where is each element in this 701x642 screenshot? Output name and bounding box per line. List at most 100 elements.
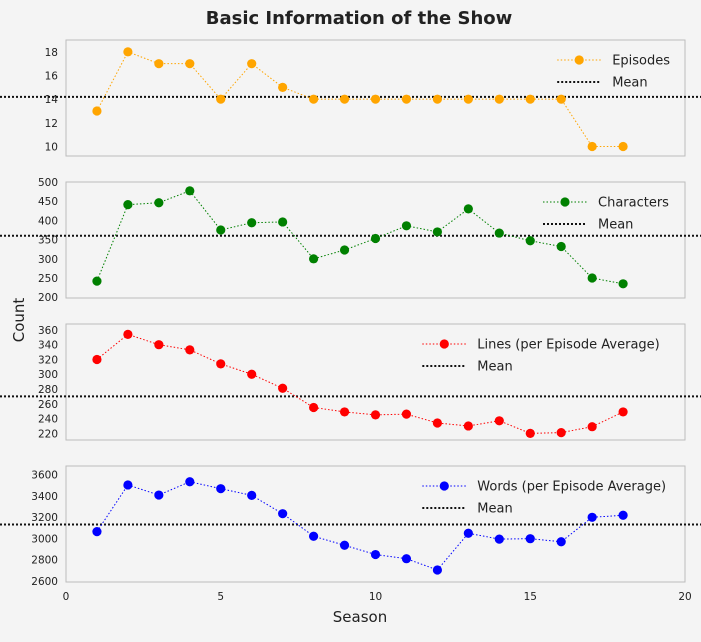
data-point: [587, 422, 597, 432]
data-point: [339, 540, 350, 550]
x-tick-label: 5: [217, 591, 224, 603]
data-point: [463, 204, 473, 214]
data-point: [618, 279, 628, 289]
data-point: [370, 94, 381, 104]
data-point: [401, 94, 412, 104]
data-point: [401, 409, 412, 419]
data-point: [432, 94, 442, 104]
legend: Characters Mean: [543, 196, 669, 233]
y-tick-label: 500: [38, 177, 58, 189]
legend-marker: [560, 197, 570, 207]
series-line: [96, 333, 624, 434]
x-tick-label: 15: [524, 591, 537, 603]
data-point: [432, 227, 442, 237]
data-point: [401, 554, 412, 564]
data-point: [401, 221, 412, 231]
chart-panels: 1012141618EpisodesMean200250300350400450…: [0, 39, 701, 603]
y-tick-label: 3600: [31, 470, 58, 482]
data-point: [370, 549, 381, 560]
x-tick-label: 0: [63, 591, 70, 603]
data-point: [587, 273, 597, 283]
data-point: [123, 329, 133, 339]
series-line: [96, 190, 624, 285]
data-point: [618, 407, 628, 417]
data-point: [92, 106, 102, 116]
data-point: [278, 383, 288, 393]
y-tick-label: 340: [38, 340, 58, 352]
panel-2: 200 250 300 350 400 450 500 Characters Mean: [0, 177, 701, 304]
data-point: [309, 94, 319, 104]
y-tick-label: 260: [38, 399, 58, 411]
y-tick-label: 3000: [31, 533, 58, 545]
legend-label: Characters: [598, 196, 669, 211]
y-tick-label: 12: [45, 118, 58, 130]
x-tick-label: 20: [678, 591, 691, 603]
data-point: [216, 484, 226, 494]
data-point: [525, 428, 535, 438]
data-point: [154, 490, 164, 500]
data-point: [92, 276, 102, 286]
data-point: [185, 345, 195, 355]
data-point: [432, 418, 442, 428]
data-point: [216, 94, 226, 104]
data-point: [432, 565, 442, 575]
data-point: [494, 94, 504, 104]
data-point: [278, 82, 288, 92]
data-point: [247, 218, 257, 228]
data-point: [525, 534, 535, 544]
data-point: [309, 531, 319, 541]
legend-label: Episodes: [612, 54, 670, 69]
y-tick-label: 320: [38, 354, 58, 366]
data-point: [154, 198, 164, 208]
legend-marker: [574, 55, 584, 65]
y-tick-label: 240: [38, 414, 58, 426]
data-point: [587, 141, 597, 152]
y-tick-label: 400: [38, 215, 58, 227]
y-tick-label: 3200: [31, 512, 58, 524]
data-point: [309, 402, 319, 413]
data-point: [247, 490, 257, 500]
data-point: [370, 233, 381, 244]
x-axis-label: Season: [333, 608, 387, 626]
data-point: [278, 217, 288, 227]
data-point: [123, 200, 133, 210]
data-point: [494, 416, 504, 426]
data-point: [216, 225, 226, 235]
data-point: [123, 47, 133, 57]
data-point: [370, 410, 381, 420]
data-point: [154, 59, 164, 69]
y-tick-label: 2600: [31, 576, 58, 588]
legend-mean-label: Mean: [477, 360, 512, 375]
plot-area: [65, 323, 686, 441]
data-point: [556, 241, 566, 252]
data-point: [463, 421, 473, 431]
data-point: [525, 94, 535, 104]
data-point: [216, 359, 226, 369]
y-tick-label: 250: [38, 273, 58, 285]
panel-3: 220 240 260 280 300 320 340 360 Lines (per Episo…: [0, 323, 701, 441]
data-point: [494, 534, 504, 544]
data-point: [556, 537, 566, 547]
data-point: [309, 254, 319, 264]
legend-mean-label: Mean: [612, 76, 647, 91]
y-tick-label: 3400: [31, 491, 58, 503]
data-point: [525, 236, 535, 246]
y-tick-label: 360: [38, 325, 58, 337]
data-point: [618, 141, 628, 152]
y-tick-label: 450: [38, 196, 58, 208]
data-point: [587, 512, 597, 522]
legend-label: Words (per Episode Average): [477, 480, 666, 495]
y-tick-label: 200: [38, 292, 58, 304]
y-tick-label: 280: [38, 384, 58, 396]
legend-label: Lines (per Episode Average): [477, 338, 659, 353]
y-tick-label: 10: [45, 142, 58, 154]
data-point: [123, 480, 133, 490]
data-point: [247, 369, 257, 379]
data-point: [339, 407, 350, 417]
data-point: [463, 528, 473, 538]
y-tick-label: 2800: [31, 555, 58, 567]
y-tick-label: 18: [45, 47, 58, 59]
data-point: [556, 94, 566, 104]
